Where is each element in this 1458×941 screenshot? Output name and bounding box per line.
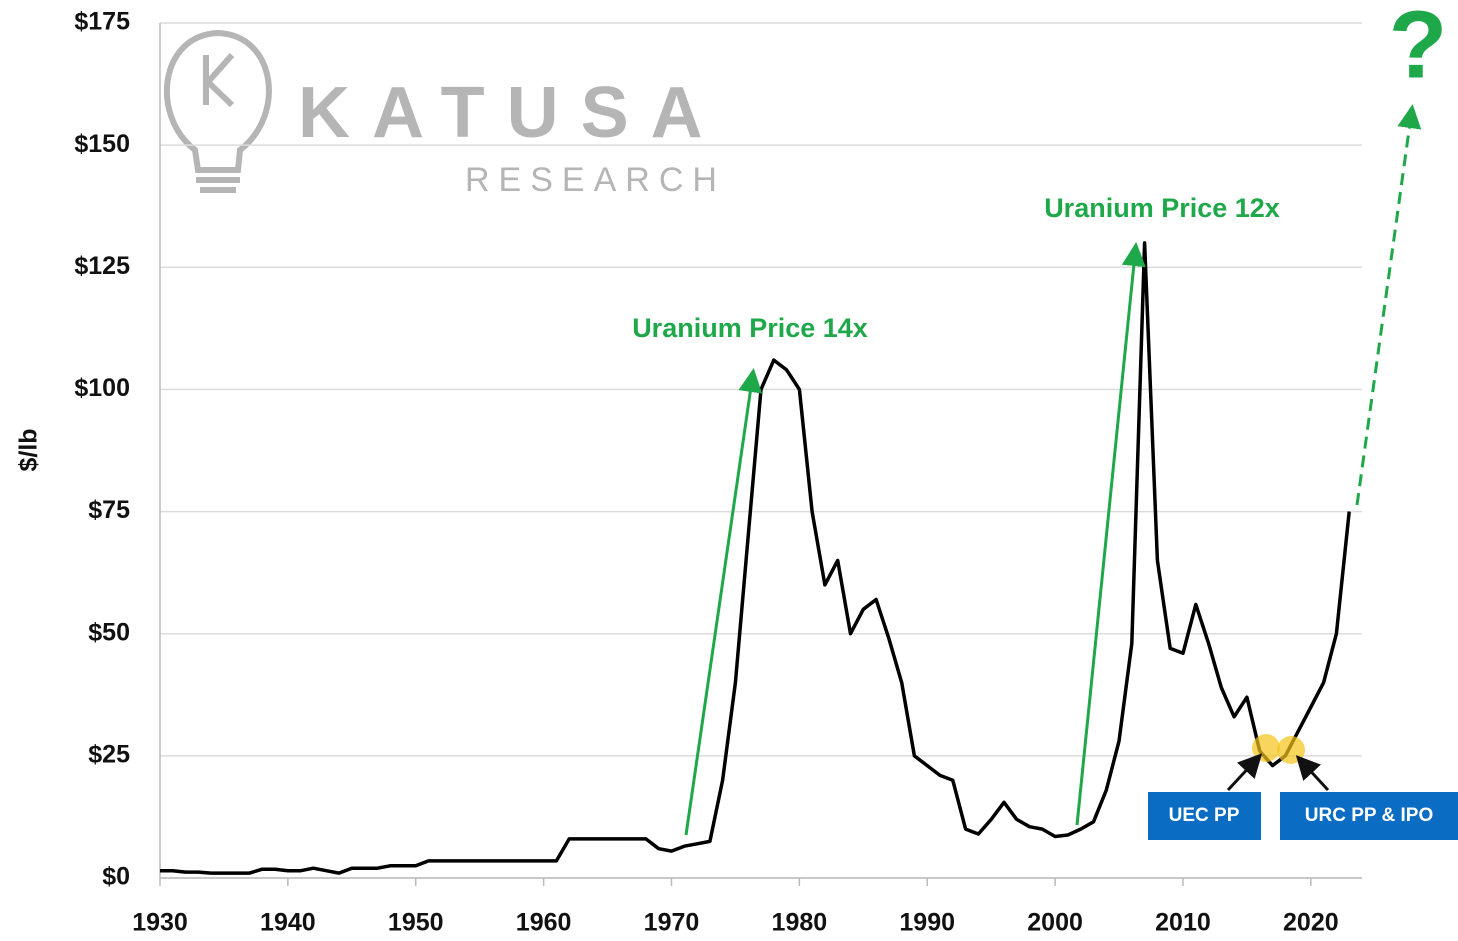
x-tick-label: 1950 bbox=[388, 909, 444, 937]
annotation: UEC PP bbox=[1169, 805, 1240, 826]
logo bbox=[163, 29, 272, 193]
arrow bbox=[1355, 104, 1422, 506]
y-tick-label: $125 bbox=[74, 252, 130, 280]
x-tick-label: 1930 bbox=[132, 909, 188, 937]
price-line bbox=[160, 241, 1351, 875]
y-tick-label: $50 bbox=[88, 618, 130, 646]
x-tick-label: 1960 bbox=[516, 909, 572, 937]
y-tick-label: $0 bbox=[102, 863, 130, 891]
highlight bbox=[1277, 736, 1305, 764]
x-tick-label: 1970 bbox=[644, 909, 700, 937]
x-tick-label: 1990 bbox=[899, 909, 955, 937]
annotation: URC PP & IPO bbox=[1305, 805, 1433, 826]
y-tick-label: $25 bbox=[88, 740, 130, 768]
annotation: Uranium Price 14x bbox=[632, 313, 868, 343]
x-tick-label: 2020 bbox=[1283, 909, 1339, 937]
arrow bbox=[1226, 753, 1263, 792]
x-tick-label: 1940 bbox=[260, 909, 316, 937]
arrow bbox=[1295, 755, 1330, 792]
label-box bbox=[1148, 792, 1261, 840]
y-tick-label: $175 bbox=[74, 8, 130, 36]
label-box bbox=[1280, 792, 1458, 840]
x-tick-label: 2010 bbox=[1155, 909, 1211, 937]
y-axis-label: $/lb bbox=[15, 428, 43, 471]
arrow bbox=[1075, 242, 1146, 826]
annotation: Uranium Price 12x bbox=[1044, 193, 1280, 223]
y-tick-label: $75 bbox=[88, 496, 130, 524]
watermark: RESEARCH bbox=[465, 161, 726, 199]
y-tick-label: $150 bbox=[74, 130, 130, 158]
y-tick-label: $100 bbox=[74, 374, 130, 402]
x-tick-label: 1980 bbox=[772, 909, 828, 937]
annotation: ? bbox=[1389, 0, 1448, 98]
watermark: KATUSA bbox=[298, 73, 725, 153]
highlight bbox=[1252, 734, 1280, 762]
x-tick-label: 2000 bbox=[1027, 909, 1083, 937]
arrow bbox=[684, 368, 763, 836]
